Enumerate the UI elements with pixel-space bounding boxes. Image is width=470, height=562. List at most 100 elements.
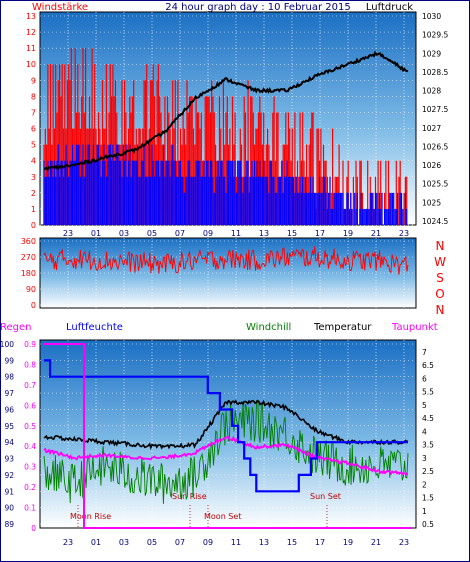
- humidity-axis-tick: 96: [4, 405, 14, 414]
- x-tick-label: 21: [371, 538, 381, 547]
- pressure-axis-tick: 1029: [422, 49, 441, 58]
- x-tick-label: 19: [343, 229, 353, 238]
- temperature-line: [43, 399, 409, 451]
- pressure-axis-tick: 1030: [422, 12, 441, 21]
- direction-axis-tick: 180: [21, 269, 36, 278]
- pressure-line: [44, 50, 409, 173]
- rain-axis-tick: 0: [31, 524, 36, 533]
- x-tick-label: 19: [343, 538, 353, 547]
- temp-axis-tick: 4: [422, 427, 427, 436]
- windchill-label: Windchill: [246, 322, 291, 333]
- humidity-axis-tick: 95: [4, 422, 14, 431]
- wind-axis-tick: 6: [31, 125, 36, 134]
- temperature-label: Temperatur: [313, 322, 372, 333]
- moon-rise-label: Moon Rise: [70, 512, 111, 521]
- x-tick-label: 17: [315, 538, 325, 547]
- moon-set-label: Moon Set: [204, 512, 241, 521]
- humidity-axis-tick: 98: [4, 373, 14, 382]
- x-tick-label: 11: [231, 229, 241, 238]
- wind-header-label: Windstärke: [32, 2, 88, 13]
- pressure-axis-tick: 1024.5: [422, 217, 448, 226]
- compass-letter: N: [436, 239, 445, 253]
- wind-axis-tick: 13: [26, 12, 36, 21]
- x-tick-label: 13: [259, 538, 269, 547]
- wind-axis-tick: 11: [26, 44, 36, 53]
- x-tick-label: 03: [119, 229, 129, 238]
- temp-axis-tick: 1: [422, 507, 427, 516]
- chart-title: 24 hour graph day : 10 Februar 2015: [165, 2, 350, 13]
- pressure-axis-tick: 1028.5: [422, 68, 448, 77]
- pressure-axis-tick: 1028: [422, 87, 441, 96]
- x-tick-label: 23: [399, 538, 409, 547]
- x-tick-label: 23: [399, 229, 409, 238]
- temp-axis-tick: 0.5: [422, 520, 434, 529]
- dewpoint-line: [43, 435, 409, 476]
- temp-axis-tick: 2.5: [422, 467, 434, 476]
- humidity-axis-tick: 97: [4, 389, 14, 398]
- wind-axis-tick: 9: [31, 76, 36, 85]
- x-tick-label: 09: [203, 538, 213, 547]
- x-tick-label: 01: [91, 538, 101, 547]
- rain-line: [44, 343, 412, 529]
- wind-axis-tick: 2: [31, 189, 36, 198]
- rain-axis-tick: 0.6: [24, 401, 36, 410]
- x-tick-label: 23: [63, 229, 73, 238]
- wind-axis-tick: 10: [26, 60, 36, 69]
- pressure-axis-tick: 1026: [422, 161, 441, 170]
- wind-axis-tick: 4: [31, 157, 36, 166]
- pressure-header-label: Luftdruck: [366, 2, 413, 13]
- humidity-axis-tick: 94: [4, 438, 14, 447]
- direction-axis-tick: 90: [26, 285, 36, 294]
- temp-axis-tick: 6: [422, 374, 427, 383]
- pressure-axis-tick: 1025: [422, 198, 441, 207]
- rain-axis-tick: 0.8: [24, 360, 36, 369]
- x-tick-label: 17: [315, 229, 325, 238]
- humidity-axis-tick: 90: [4, 504, 14, 513]
- x-tick-label: 23: [63, 538, 73, 547]
- x-tick-label: 09: [203, 229, 213, 238]
- x-tick-label: 03: [119, 538, 129, 547]
- humidity-axis-tick: 92: [4, 471, 14, 480]
- compass-letter: N: [436, 303, 445, 317]
- pressure-axis-tick: 1027: [422, 124, 441, 133]
- pressure-axis-tick: 1025.5: [422, 180, 448, 189]
- humidity-axis-tick: 91: [4, 487, 14, 496]
- x-tick-label: 21: [371, 229, 381, 238]
- wind-axis-tick: 8: [31, 92, 36, 101]
- temp-axis-tick: 5: [422, 401, 427, 410]
- dewpoint-label: Taupunkt: [391, 322, 438, 333]
- rain-label: Regen: [0, 322, 32, 333]
- direction-axis-tick: 270: [21, 253, 36, 262]
- wind-axis-tick: 12: [26, 28, 36, 37]
- x-tick-label: 05: [147, 538, 157, 547]
- sun-rise-label: Sun Rise: [172, 492, 207, 501]
- wind-axis-tick: 1: [31, 205, 36, 214]
- x-tick-label: 11: [231, 538, 241, 547]
- rain-axis-tick: 0.9: [24, 340, 36, 349]
- rain-axis-tick: 0.7: [24, 381, 36, 390]
- wind-axis-tick: 3: [31, 173, 36, 182]
- direction-axis-tick: 0: [31, 301, 36, 310]
- temp-axis-tick: 6.5: [422, 361, 434, 370]
- windchill-line: [43, 399, 409, 504]
- humidity-axis-tick: 99: [4, 356, 14, 365]
- rain-axis-tick: 0.4: [24, 442, 36, 451]
- x-tick-label: 15: [287, 538, 297, 547]
- temp-axis-tick: 7: [422, 348, 427, 357]
- humidity-axis-tick: 100: [0, 340, 14, 349]
- temp-axis-tick: 3: [422, 454, 427, 463]
- temp-axis-tick: 5.5: [422, 388, 434, 397]
- humidity-axis-tick: 93: [4, 455, 14, 464]
- wind-axis-tick: 5: [31, 141, 36, 150]
- rain-axis-tick: 0.2: [24, 483, 36, 492]
- pressure-axis-tick: 1029.5: [422, 31, 448, 40]
- compass-letter: S: [436, 271, 444, 285]
- humidity-axis-tick: 89: [4, 520, 14, 529]
- x-tick-label: 05: [147, 229, 157, 238]
- humidity-line: [44, 359, 408, 493]
- humidity-label: Luftfeuchte: [66, 322, 123, 333]
- wind-axis-tick: 7: [31, 108, 36, 117]
